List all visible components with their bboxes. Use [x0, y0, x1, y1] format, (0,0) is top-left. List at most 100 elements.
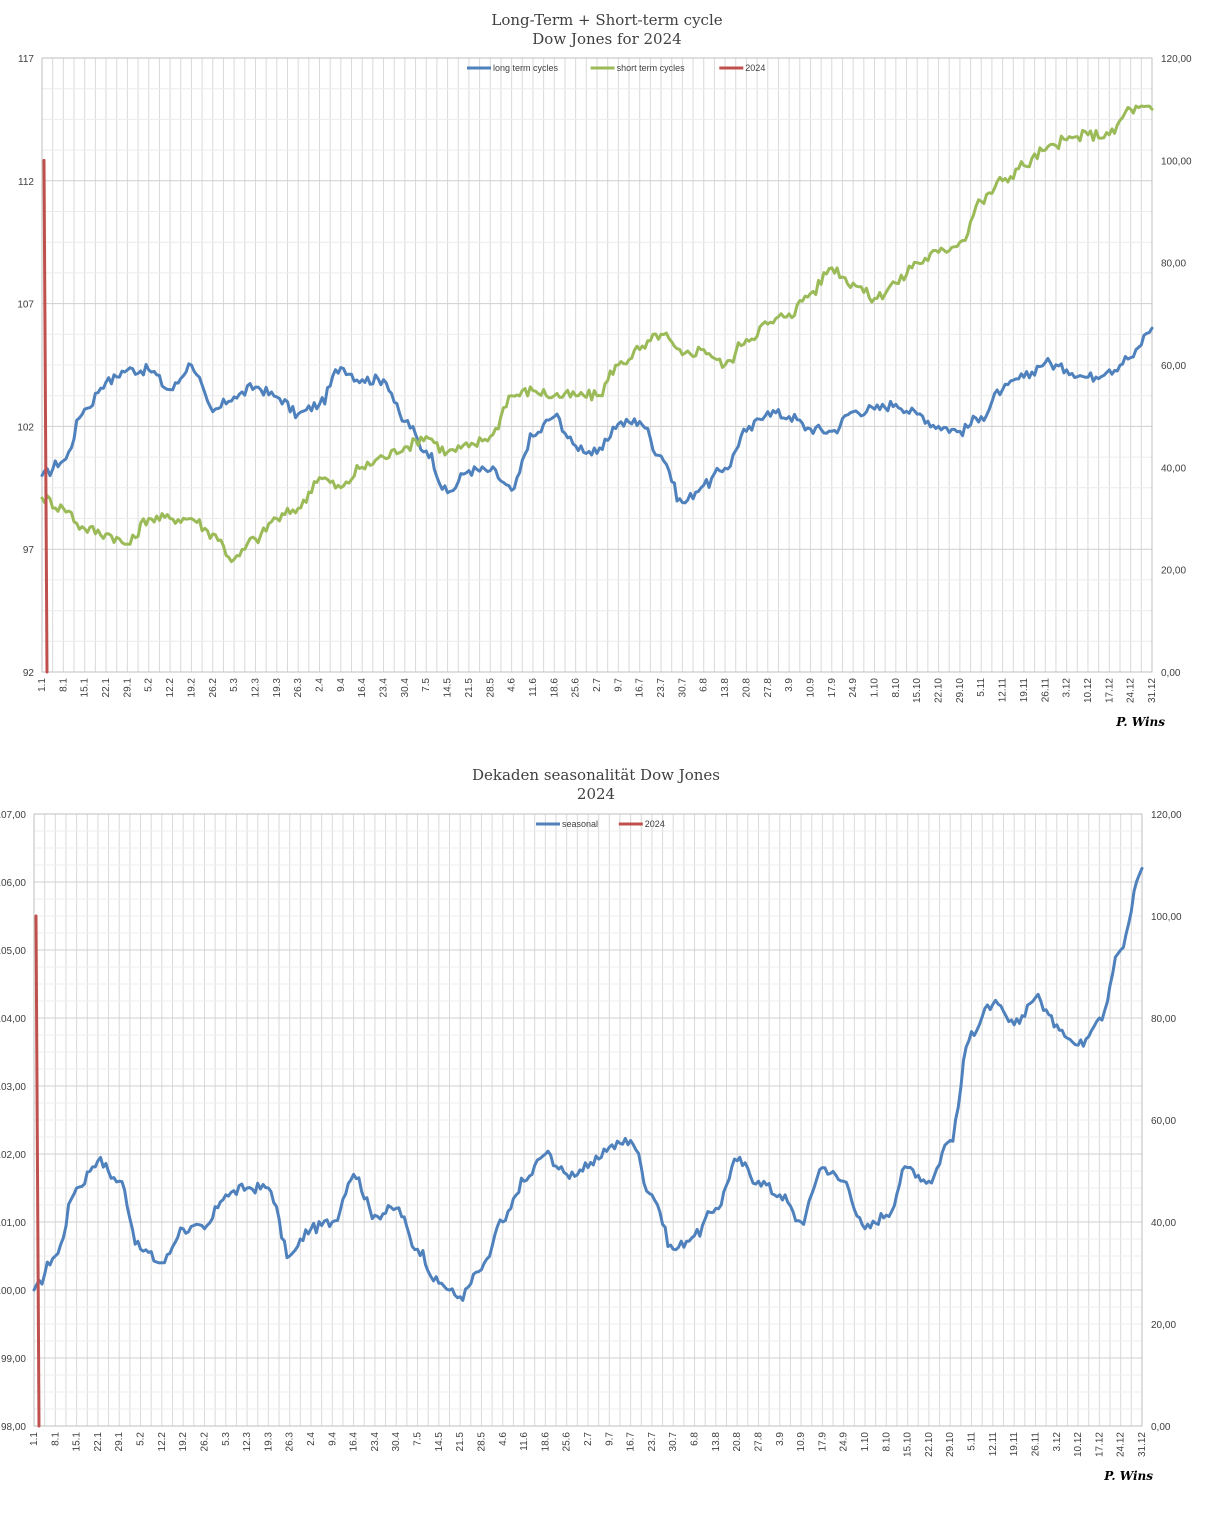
series-line-2024 — [34, 914, 41, 1428]
x-axis-tick-label: 30.7 — [677, 678, 688, 698]
x-axis-tick-label: 3.9 — [784, 678, 795, 692]
x-axis-tick-label: 22.1 — [101, 678, 112, 698]
right-axis-tick-label: 20,00 — [1151, 1320, 1176, 1331]
chart-title: Dekaden seasonalität Dow Jones — [472, 766, 720, 784]
x-axis-tick-label: 15.1 — [80, 678, 91, 698]
left-axis-tick-label: 101,00 — [0, 1218, 26, 1229]
x-axis-tick-label: 24.12 — [1116, 1432, 1127, 1457]
x-axis-tick-label: 7.5 — [421, 678, 432, 692]
signature: P. Wins — [1103, 1469, 1153, 1483]
x-axis-tick-label: 24.12 — [1126, 678, 1137, 703]
x-axis-tick-label: 5.3 — [221, 1432, 232, 1446]
left-axis-tick-label: 106,00 — [0, 878, 26, 889]
series-line-seasonal — [32, 866, 1144, 1302]
horizontal-gridlines — [34, 813, 1142, 1427]
x-axis-tick-label: 12.11 — [998, 678, 1009, 703]
x-axis-tick-label: 24.9 — [848, 678, 859, 698]
left-axis-tick-label: 98,00 — [1, 1422, 26, 1433]
x-axis-tick-label: 19.3 — [272, 678, 283, 698]
legend-label-2024: 2024 — [645, 819, 665, 829]
x-axis-tick-label: 11.6 — [528, 678, 539, 697]
x-axis-tick-label: 3.9 — [775, 1432, 786, 1446]
x-axis-tick-label: 26.3 — [293, 678, 304, 698]
right-axis-tick-label: 100,00 — [1161, 156, 1192, 167]
left-axis-tick-label: 107 — [17, 300, 34, 311]
x-axis-tick-label: 5.11 — [976, 678, 987, 697]
x-axis-tick-label: 1.10 — [860, 1432, 871, 1452]
right-axis-tick-label: 80,00 — [1161, 259, 1186, 270]
x-axis-tick-label: 18.6 — [540, 1432, 551, 1452]
left-axis-tick-label: 102 — [17, 422, 34, 433]
x-axis-tick-label: 13.8 — [720, 678, 731, 698]
x-axis-tick-label: 14.5 — [443, 678, 454, 698]
x-axis-tick-label: 17.9 — [827, 678, 838, 698]
x-axis-tick-label: 23.4 — [379, 678, 390, 698]
x-axis-tick-label: 24.9 — [839, 1432, 850, 1452]
x-axis-tick-label: 5.3 — [229, 678, 240, 692]
x-axis-tick-label: 13.8 — [711, 1432, 722, 1452]
x-axis-tick-label: 26.11 — [1030, 1432, 1041, 1457]
signature: P. Wins — [1115, 715, 1165, 729]
right-axis-tick-label: 0,00 — [1151, 1422, 1171, 1433]
right-axis-tick-label: 100,00 — [1151, 912, 1182, 923]
left-axis-tick-label: 92 — [23, 668, 35, 679]
x-axis-tick-label: 15.10 — [912, 678, 923, 703]
right-axis-tick-label: 0,00 — [1161, 668, 1181, 679]
left-axis-tick-label: 100,00 — [0, 1286, 26, 1297]
x-axis-tick-label: 25.6 — [562, 1432, 573, 1452]
x-axis-tick-label: 9.4 — [327, 1432, 338, 1446]
x-axis-tick-label: 15.1 — [72, 1432, 83, 1452]
seasonal-chart: Dekaden seasonalität Dow Jones202498,009… — [0, 766, 1182, 1483]
x-axis-tick-label: 27.8 — [753, 1432, 764, 1452]
x-axis-tick-label: 30.4 — [400, 678, 411, 698]
chart-subtitle: 2024 — [577, 785, 615, 803]
left-axis-tick-label: 102,00 — [0, 1150, 26, 1161]
left-axis-tick-label: 117 — [18, 54, 34, 65]
x-axis-tick-label: 8.10 — [881, 1432, 892, 1452]
x-axis-tick-label: 26.2 — [208, 678, 219, 698]
right-axis-tick-label: 120,00 — [1161, 54, 1192, 65]
legend-label-long-term-cycles: long term cycles — [493, 63, 559, 73]
legend-label-seasonal: seasonal — [562, 819, 598, 829]
x-axis-tick-label: 12.3 — [250, 678, 261, 698]
x-axis-tick-label: 20.8 — [741, 678, 752, 698]
left-axis-tick-label: 105,00 — [0, 946, 26, 957]
x-axis-tick-label: 26.2 — [199, 1432, 210, 1452]
series-line-2024 — [42, 158, 49, 674]
chart-panel-cycles: Long-Term + Short-term cycle Dow Jones fo… — [0, 0, 1224, 748]
left-axis-tick-label: 104,00 — [0, 1014, 26, 1025]
x-axis-tick-label: 3.12 — [1052, 1432, 1063, 1452]
x-axis-tick-label: 10.9 — [805, 678, 816, 698]
chart-subtitle: Dow Jones for 2024 — [532, 30, 681, 48]
x-axis-tick-label: 16.7 — [626, 1432, 637, 1452]
right-axis-tick-label: 60,00 — [1161, 361, 1186, 372]
x-axis-tick-label: 16.4 — [349, 1432, 360, 1452]
right-axis-tick-label: 20,00 — [1161, 566, 1186, 577]
x-axis-tick-label: 5.2 — [136, 1432, 147, 1446]
x-axis-tick-label: 1.1 — [37, 678, 48, 692]
x-axis-tick-label: 8.1 — [50, 1432, 61, 1446]
x-axis-tick-label: 19.3 — [263, 1432, 274, 1452]
left-axis-tick-label: 112 — [18, 177, 34, 188]
chart-title: Long-Term + Short-term cycle — [491, 11, 722, 29]
x-axis-tick-label: 19.11 — [1009, 1432, 1020, 1457]
left-axis-tick-label: 107,00 — [0, 810, 26, 821]
series-line-short-term-cycles — [40, 104, 1154, 564]
x-axis-tick-label: 29.10 — [955, 678, 966, 703]
x-axis-tick-label: 20.8 — [732, 1432, 743, 1452]
x-axis-tick-label: 16.7 — [635, 678, 646, 698]
x-axis-tick-label: 22.10 — [924, 1432, 935, 1457]
x-axis-tick-label: 10.12 — [1073, 1432, 1084, 1457]
x-axis-tick-label: 12.2 — [165, 678, 176, 698]
series-line-long-term-cycles — [40, 326, 1154, 505]
x-axis-tick-label: 1.1 — [29, 1432, 40, 1446]
x-axis-tick-label: 3.12 — [1062, 678, 1073, 698]
x-axis-tick-label: 26.3 — [285, 1432, 296, 1452]
x-axis-tick-label: 17.12 — [1104, 678, 1115, 703]
x-axis-tick-label: 12.2 — [157, 1432, 168, 1452]
x-axis-tick-label: 12.11 — [988, 1432, 999, 1457]
x-axis-tick-label: 15.10 — [903, 1432, 914, 1457]
x-axis-tick-label: 30.7 — [668, 1432, 679, 1452]
x-axis-tick-label: 9.7 — [613, 678, 624, 692]
